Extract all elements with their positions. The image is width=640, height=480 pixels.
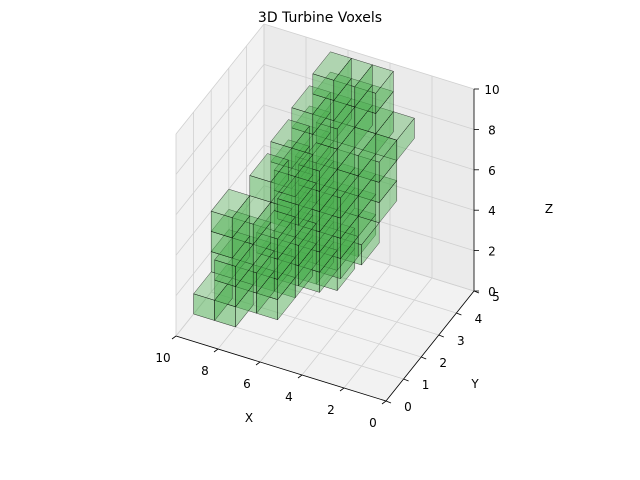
y-tick-label: 2	[439, 356, 447, 370]
z-tick-label: 10	[484, 83, 499, 97]
voxel-face	[256, 210, 296, 240]
y-tick-label: 4	[475, 312, 483, 326]
voxel	[315, 100, 356, 150]
x-tick	[339, 387, 345, 392]
y-tick	[385, 400, 392, 404]
axis-lines	[175, 89, 475, 402]
voxel	[270, 119, 310, 170]
voxel-group	[193, 51, 415, 328]
voxel	[375, 111, 415, 162]
y-tick	[438, 334, 444, 338]
x-tick-label: 10	[155, 351, 170, 365]
y-tick-label: 3	[457, 334, 465, 348]
voxel	[273, 147, 314, 198]
y-axis-label: Y	[470, 377, 479, 391]
voxel	[249, 153, 289, 203]
voxel-face	[312, 51, 352, 81]
x-tick-label: 8	[201, 364, 209, 378]
voxel	[340, 216, 380, 266]
y-tick	[456, 312, 462, 316]
x-tick-label: 6	[243, 377, 251, 391]
z-axis-label: Z	[545, 202, 553, 216]
x-axis-label: X	[245, 411, 253, 425]
y-tick	[421, 356, 427, 360]
z-tick-label: 6	[488, 164, 496, 178]
voxel	[277, 176, 317, 227]
voxel	[312, 51, 352, 102]
z-tick-label: 2	[488, 245, 496, 259]
left-wall-pane	[176, 24, 264, 336]
voxel	[357, 133, 398, 184]
x-tick	[297, 374, 303, 379]
x-axis-line	[175, 335, 387, 402]
voxel	[319, 169, 359, 219]
z-tick-label: 8	[488, 123, 496, 137]
x-tick-label: 0	[369, 416, 377, 430]
voxel	[333, 58, 373, 108]
y-axis-line	[385, 290, 475, 402]
voxel-face	[249, 153, 289, 183]
voxel	[214, 237, 254, 288]
x-tick	[255, 361, 261, 366]
voxel-face	[277, 176, 317, 206]
x-tick	[213, 348, 219, 353]
y-tick-label: 5	[492, 290, 500, 304]
y-tick	[403, 378, 409, 382]
voxel	[235, 244, 275, 294]
voxel	[210, 188, 251, 239]
voxel	[354, 64, 394, 115]
y-tick-label: 0	[404, 400, 412, 414]
voxel	[256, 210, 296, 260]
y-tick-label: 1	[422, 378, 430, 392]
x-tick	[381, 400, 387, 405]
x-tick	[171, 335, 177, 340]
x-tick-label: 2	[327, 403, 335, 417]
grid-line	[175, 64, 265, 175]
voxel-face	[270, 119, 310, 149]
z-tick-label: 0	[488, 285, 496, 299]
chart-title: 3D Turbine Voxels	[258, 10, 382, 26]
grid-line	[175, 104, 265, 216]
voxel	[298, 142, 338, 193]
voxel-face	[273, 147, 314, 177]
grid-line	[301, 264, 391, 376]
grid-line	[175, 23, 265, 135]
voxel	[231, 195, 272, 246]
voxel-face	[298, 142, 338, 172]
voxel	[336, 126, 377, 177]
voxel-face	[210, 188, 251, 218]
x-tick-label: 4	[285, 390, 293, 404]
grid-line	[263, 23, 475, 90]
voxel	[354, 84, 394, 135]
z-tick-label: 4	[488, 204, 496, 218]
grid-line	[343, 277, 433, 389]
